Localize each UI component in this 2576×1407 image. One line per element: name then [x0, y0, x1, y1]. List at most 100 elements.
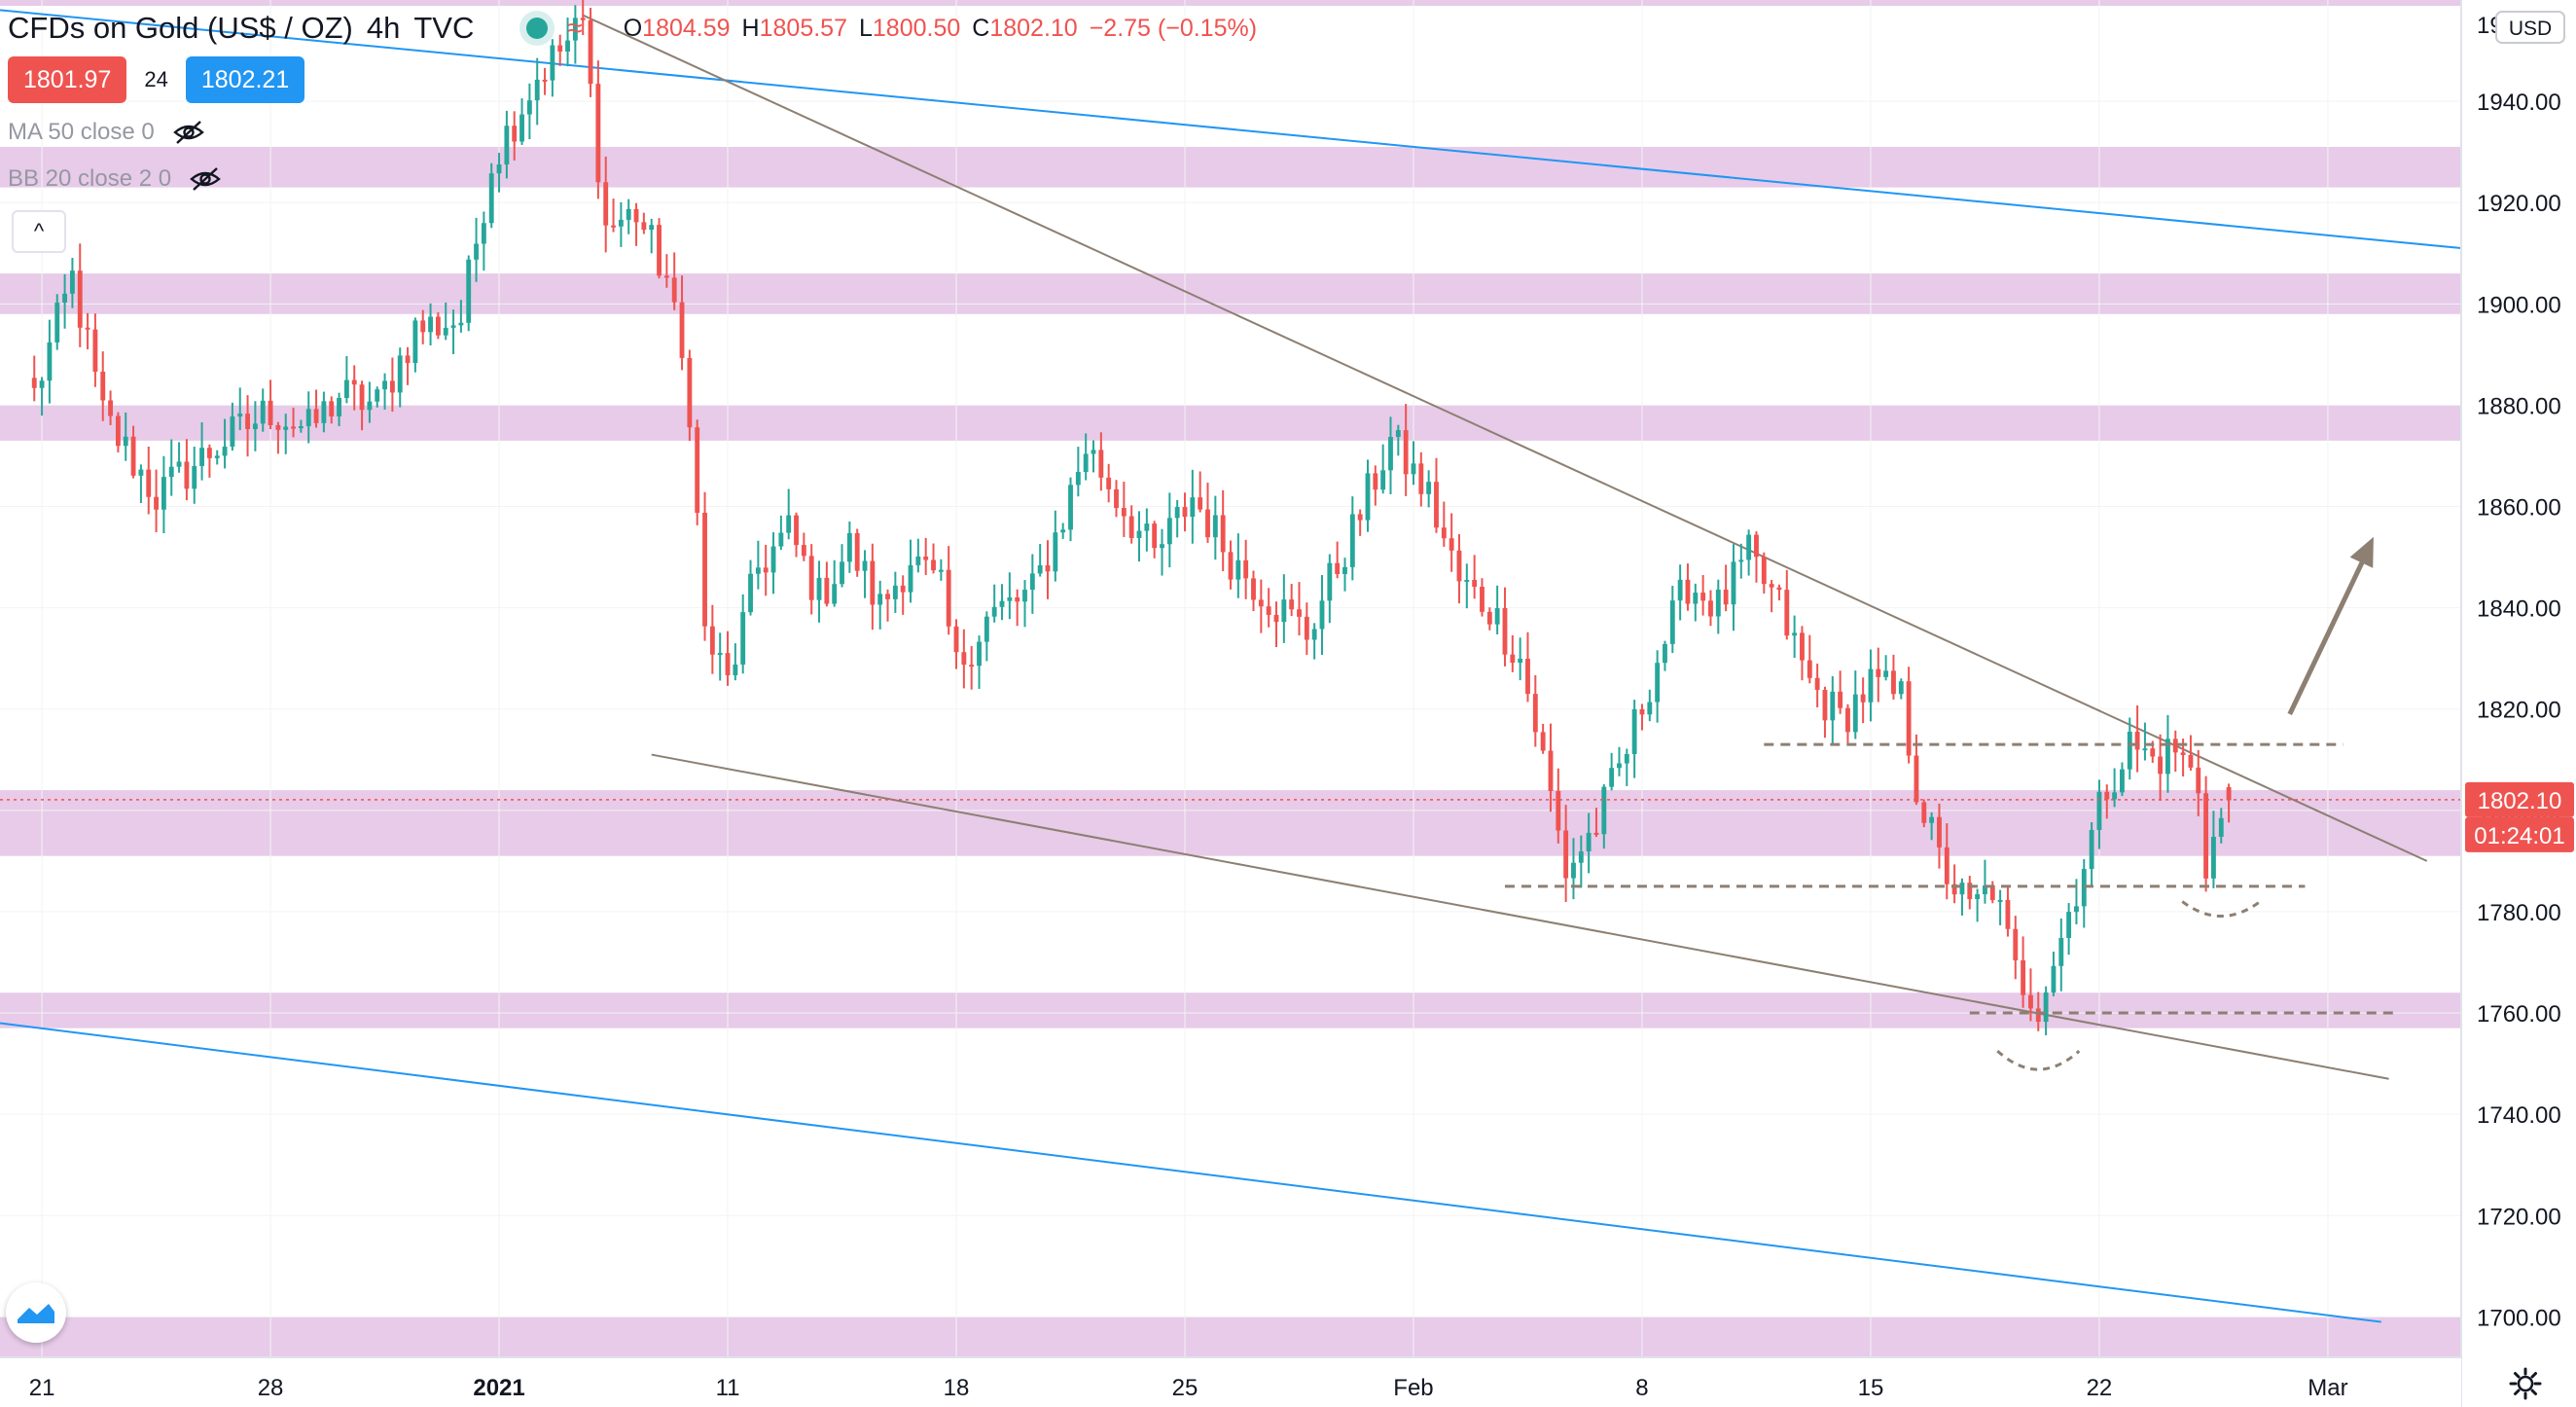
candle-body — [657, 225, 662, 276]
candle-body — [1098, 450, 1104, 478]
candle-body — [984, 616, 989, 642]
candle — [519, 98, 524, 145]
candle — [2021, 936, 2026, 1008]
currency-badge — [2495, 11, 2565, 44]
x-tick-label: 2021 — [473, 1375, 524, 1401]
candle — [1349, 496, 1355, 581]
buy-button[interactable]: 1802.21 — [185, 56, 305, 103]
candle-body — [1029, 573, 1035, 591]
candle-body — [31, 378, 37, 388]
candle — [1556, 768, 1561, 844]
eye-off-icon[interactable] — [189, 166, 222, 192]
candle — [474, 217, 479, 282]
sell-button[interactable]: 1801.97 — [8, 56, 127, 103]
candle-body — [291, 426, 296, 429]
trend-line — [582, 14, 2428, 862]
candle-body — [709, 626, 715, 655]
candle — [108, 390, 114, 425]
candle-body — [1365, 473, 1371, 521]
candle-body — [2035, 1008, 2041, 1023]
candle — [1983, 859, 1987, 904]
candle — [1266, 588, 1271, 628]
candle — [1212, 495, 1218, 560]
candle — [1921, 799, 1927, 828]
candle-body — [1845, 707, 1850, 733]
candle — [1297, 582, 1302, 636]
indicator-bb[interactable]: BB 20 close 2 0 — [8, 165, 222, 193]
candle — [291, 407, 296, 438]
candle — [1388, 416, 1393, 495]
candle — [2211, 811, 2216, 888]
candle — [161, 455, 166, 534]
candle — [260, 388, 266, 432]
candle — [268, 379, 273, 430]
candle-body — [1335, 562, 1341, 574]
candle-body — [1266, 606, 1271, 615]
candle-body — [2112, 792, 2118, 800]
candle — [2005, 885, 2011, 937]
candle-body — [1997, 899, 2003, 902]
candle — [961, 629, 967, 689]
candle-body — [1609, 768, 1615, 787]
candle-body — [2021, 959, 2026, 995]
candle — [1365, 459, 1371, 532]
candle — [199, 422, 204, 481]
candle-body — [2104, 791, 2110, 800]
candle — [1190, 469, 1196, 544]
gear-icon[interactable] — [2508, 1366, 2543, 1401]
candle — [748, 559, 753, 616]
candle-body — [1989, 885, 1995, 901]
candle-body — [1571, 862, 1576, 879]
candle-body — [337, 398, 341, 416]
candle — [100, 351, 106, 421]
candle — [808, 544, 814, 615]
ohlc-readout: O1804.59 H1805.57 L1800.50 C1802.10 −2.7… — [623, 14, 1258, 42]
candle-body — [603, 182, 609, 226]
candle-body — [161, 477, 166, 510]
interval-label[interactable]: 4h — [366, 11, 401, 45]
candle-body — [1480, 587, 1485, 612]
candle — [1136, 511, 1142, 562]
candle — [885, 589, 890, 622]
candle — [862, 550, 868, 598]
candle — [1929, 812, 1935, 841]
zone-band — [0, 790, 2461, 856]
candle — [2127, 717, 2132, 780]
candle — [1045, 540, 1051, 599]
candle-body — [108, 400, 114, 416]
candle-body — [1273, 614, 1279, 623]
collapse-legend-button[interactable]: ^ — [12, 210, 66, 253]
candle — [1304, 602, 1309, 655]
candle-body — [466, 259, 472, 323]
candle-body — [534, 79, 540, 101]
candle — [1891, 654, 1896, 700]
candle-body — [2127, 731, 2132, 770]
candle-body — [1357, 514, 1363, 521]
x-tick-label: 25 — [1172, 1375, 1199, 1401]
candle-body — [991, 606, 997, 617]
x-tick-label: 15 — [1858, 1375, 1884, 1401]
market-status-icon — [526, 18, 549, 39]
candle — [1663, 640, 1667, 671]
candle — [337, 392, 341, 426]
symbol-title[interactable]: CFDs on Gold (US$ / OZ) — [8, 11, 353, 45]
indicator-ma[interactable]: MA 50 close 0 — [8, 119, 205, 146]
candle-body — [54, 302, 60, 343]
candle — [984, 611, 989, 662]
candle — [1593, 808, 1599, 838]
tradingview-logo-icon[interactable] — [6, 1282, 66, 1343]
candle — [1540, 723, 1546, 754]
candle — [1876, 647, 1881, 703]
candle-body — [679, 302, 685, 358]
candle-body — [695, 427, 700, 513]
candle — [1723, 564, 1729, 612]
candle — [1205, 483, 1210, 543]
candle-body — [832, 584, 838, 604]
candle — [252, 401, 258, 451]
candle — [2120, 762, 2125, 797]
eye-off-icon[interactable] — [172, 120, 205, 145]
candle-body — [915, 556, 921, 565]
last-price-label: 1802.10 — [2478, 788, 2562, 814]
candle — [1434, 457, 1439, 533]
